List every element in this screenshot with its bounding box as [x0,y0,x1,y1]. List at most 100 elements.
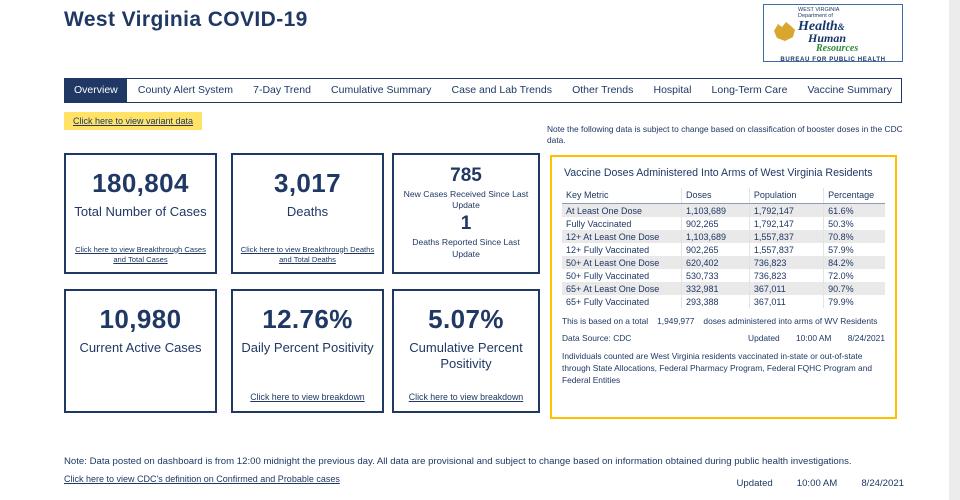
logo-health-text: Health [798,18,838,34]
dhhr-logo: WEST VIRGINIA Department of Health& Huma… [763,4,903,63]
cdc-definition-link[interactable]: Click here to view CDC's definition on C… [64,474,340,484]
tab-overview[interactable]: Overview [65,79,127,102]
daily-positivity-label: Daily Percent Positivity [241,340,374,355]
vaccine-meta-row: Data Source: CDC Updated 10:00 AM 8/24/2… [562,333,885,343]
new-deaths-label: Deaths Reported Since Last Update [412,237,520,259]
tab-long-term-care[interactable]: Long-Term Care [711,84,788,96]
cell-percentage: 70.8% [823,230,885,243]
cumulative-positivity-value: 5.07% [428,304,504,334]
breakthrough-deaths-link[interactable]: Click here to view Breakthrough Deaths a… [240,244,375,264]
tab-other-trends[interactable]: Other Trends [572,84,634,96]
dashboard-note: Note: Data posted on dashboard is from 1… [64,456,852,467]
active-cases-card: 10,980 Current Active Cases [64,289,217,413]
col-key-metric: Key Metric [562,188,682,204]
tab-7-day-trend[interactable]: 7-Day Trend [253,84,311,96]
logo-wordmark: Health& Human Resources [774,18,896,55]
cell-percentage: 61.6% [823,203,885,217]
vaccine-total-suffix: doses administered into arms of WV Resid… [703,316,878,326]
vaccine-panel-title: Vaccine Doses Administered Into Arms of … [564,167,873,179]
vaccine-updated-time: 10:00 AM [796,333,832,343]
breakthrough-cases-link[interactable]: Click here to view Breakthrough Cases an… [75,244,206,264]
cell-metric: 50+ Fully Vaccinated [566,270,650,281]
tab-cumulative-summary[interactable]: Cumulative Summary [331,84,432,96]
vaccine-panel: Vaccine Doses Administered Into Arms of … [550,155,897,419]
tab-case-and-lab-trends[interactable]: Case and Lab Trends [451,84,552,96]
col-percentage: Percentage [823,188,885,204]
cell-metric: Fully Vaccinated [566,218,632,229]
active-cases-label: Current Active Cases [79,340,202,355]
cell-doses: 902,265 [681,243,750,256]
nav-tabs: Overview County Alert System 7-Day Trend… [64,78,902,103]
cell-metric: 12+ Fully Vaccinated [566,244,650,255]
total-cases-label: Total Number of Cases [74,204,207,219]
cell-doses: 1,103,689 [681,203,750,217]
cell-percentage: 50.3% [823,217,885,230]
logo-dept-text: Department of [798,13,833,20]
cell-population: 1,557,837 [748,230,824,243]
wv-state-icon [774,21,795,41]
new-cases-card: 785 New Cases Received Since Last Update… [392,153,540,274]
cell-percentage: 57.9% [823,243,885,256]
booster-note: Note the following data is subject to ch… [547,124,903,145]
tab-county-alert-system[interactable]: County Alert System [137,84,234,96]
table-row: 50+ Fully Vaccinated 530,733 736,823 72.… [562,269,885,282]
total-cases-value: 180,804 [92,168,189,198]
vaccine-total-value: 1,949,977 [657,316,695,326]
cell-metric: 65+ Fully Vaccinated [566,296,650,307]
cell-doses: 902,265 [681,217,750,230]
new-cases-value: 785 [450,165,482,186]
cumulative-breakdown-link[interactable]: Click here to view breakdown [408,392,524,403]
cell-percentage: 79.9% [823,295,885,308]
tab-hospital[interactable]: Hospital [653,84,692,96]
data-source: Data Source: CDC [562,333,632,343]
new-cases-label: New Cases Received Since Last Update [403,189,529,211]
logo-resources-text: Resources [816,43,859,55]
cell-metric: 50+ At Least One Dose [566,257,660,268]
deaths-label: Deaths [286,204,329,219]
table-row: 65+ Fully Vaccinated 293,388 367,011 79.… [562,295,885,308]
new-deaths-value: 1 [460,213,472,235]
cell-population: 1,557,837 [748,243,824,256]
footer-updated: Updated 10:00 AM 8/24/2021 [736,478,904,489]
scrollbar[interactable] [949,0,960,500]
table-row: 65+ At Least One Dose 332,981 367,011 90… [562,282,885,295]
total-cases-card: 180,804 Total Number of Cases Click here… [64,153,217,274]
cell-metric: 65+ At Least One Dose [566,283,660,294]
vaccine-updated: Updated 10:00 AM 8/24/2021 [734,333,885,343]
cell-population: 736,823 [748,269,824,282]
cell-population: 1,792,147 [748,203,824,217]
footer-updated-time: 10:00 AM [796,478,838,489]
cell-percentage: 72.0% [823,269,885,282]
cell-percentage: 84.2% [823,256,885,269]
footer-updated-date: 8/24/2021 [861,478,904,489]
cell-doses: 620,402 [681,256,750,269]
table-row: At Least One Dose 1,103,689 1,792,147 61… [562,203,885,217]
cumulative-positivity-card: 5.07% Cumulative Percent Positivity Clic… [392,289,540,413]
deaths-value: 3,017 [273,168,342,198]
variant-data-link[interactable]: Click here to view variant data [64,112,203,130]
daily-positivity-value: 12.76% [262,304,353,334]
vaccine-updated-date: 8/24/2021 [847,333,885,343]
cell-metric: At Least One Dose [566,205,643,216]
table-row: 12+ Fully Vaccinated 902,265 1,557,837 5… [562,243,885,256]
cell-doses: 1,103,689 [681,230,750,243]
tab-vaccine-summary[interactable]: Vaccine Summary [807,84,892,96]
cell-doses: 332,981 [681,282,750,295]
logo-state-text: WEST VIRGINIA [798,7,840,13]
daily-positivity-card: 12.76% Daily Percent Positivity Click he… [231,289,384,413]
logo-bureau-text: BUREAU FOR PUBLIC HEALTH [780,55,886,63]
col-population: Population [748,188,824,204]
deaths-card: 3,017 Deaths Click here to view Breakthr… [231,153,384,274]
col-doses: Doses [681,188,750,204]
cell-doses: 293,388 [681,295,750,308]
active-cases-value: 10,980 [99,304,182,334]
daily-breakdown-link[interactable]: Click here to view breakdown [250,392,365,403]
cell-percentage: 90.7% [823,282,885,295]
cell-doses: 530,733 [681,269,750,282]
table-row: 50+ At Least One Dose 620,402 736,823 84… [562,256,885,269]
logo-department-text: WEST VIRGINIA Department of [798,7,896,20]
vaccine-total-prefix: This is based on a total [562,316,649,326]
cell-population: 367,011 [748,282,824,295]
table-row: Fully Vaccinated 902,265 1,792,147 50.3% [562,217,885,230]
